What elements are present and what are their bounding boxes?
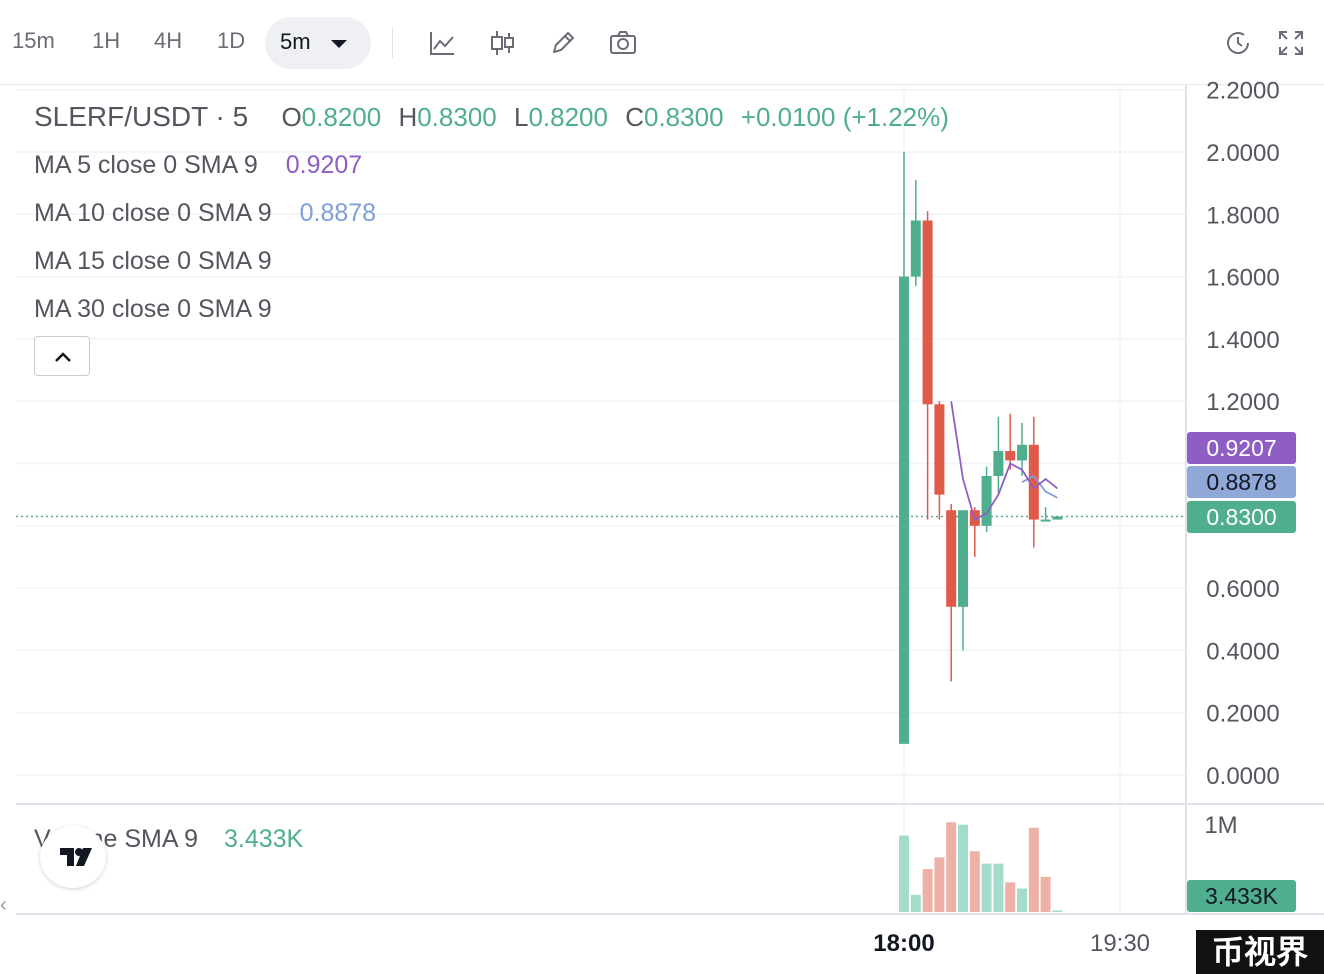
candlestick-series — [899, 152, 1063, 744]
ma10-value: 0.8878 — [299, 199, 377, 227]
volume-bar — [1017, 888, 1027, 912]
price-axis-label: 2.2000 — [1206, 78, 1279, 105]
timeframe-15m[interactable]: 15m — [12, 28, 55, 53]
price-axis-label: 0.4000 — [1206, 638, 1279, 665]
collapse-legend-button[interactable] — [34, 336, 90, 376]
candle-body — [934, 404, 945, 495]
price-axis-label: 0.6000 — [1206, 576, 1279, 603]
ma10-price-tag: 0.8878 — [1187, 466, 1296, 498]
volume-price-tag: 3.433K — [1187, 880, 1296, 912]
volume-bar — [946, 822, 957, 912]
price-axis-label: 0.0000 — [1206, 763, 1279, 790]
chevron-down-icon — [331, 40, 347, 48]
chart-axes: 2.2000 2.0000 1.8000 1.6000 1.4000 1.2000 0.60… — [16, 78, 1324, 957]
candle-body — [910, 220, 921, 277]
volume-bar — [969, 851, 980, 912]
moving-average-series — [950, 401, 1058, 521]
price-axis-label: 1.8000 — [1206, 202, 1279, 229]
change-value: +0.0100 (+1.22%) — [740, 102, 949, 132]
volume-bar — [1005, 882, 1016, 912]
ma30-label: MA 30 close 0 SMA 9 — [34, 295, 272, 323]
camera-icon[interactable] — [609, 29, 637, 57]
low-label: L — [513, 102, 529, 132]
ma15-label: MA 15 close 0 SMA 9 — [34, 247, 272, 275]
volume-bar — [1040, 876, 1051, 912]
candle-body — [993, 451, 1004, 476]
price-axis-label: 1.2000 — [1206, 389, 1279, 416]
ma5-price-tag: 0.9207 — [1187, 432, 1296, 464]
chart-toolbar: 15m 1H 4H 1D 5m — [0, 0, 1324, 85]
ma5-legend[interactable]: MA 5 close 0 SMA 9 0.9207 — [34, 151, 362, 180]
candle-body — [981, 475, 992, 526]
toolbar-divider — [392, 28, 393, 58]
candle-body — [899, 276, 909, 744]
timeframe-4h[interactable]: 4H — [154, 28, 183, 53]
volume-value: 3.433K — [223, 825, 304, 853]
volume-bar — [958, 824, 968, 912]
timeframe-dropdown[interactable]: 5m — [265, 17, 371, 69]
ohlc-legend: SLERF/USDT · 5 O0.8200 H0.8300 L0.8200 C… — [34, 101, 949, 133]
time-axis-label: 18:00 — [873, 930, 934, 957]
candle-body — [1005, 451, 1016, 461]
fullscreen-icon[interactable] — [1277, 29, 1305, 57]
price-axis-label: 0.2000 — [1206, 701, 1279, 728]
volume-bar — [1028, 827, 1039, 912]
volume-bar — [899, 835, 909, 912]
ma5-line — [950, 401, 1058, 521]
candle-body — [1040, 519, 1051, 522]
volume-bar — [1052, 910, 1063, 912]
timeframe-1h[interactable]: 1H — [92, 28, 121, 53]
volume-bar — [922, 869, 933, 912]
symbol-label: SLERF/USDT · 5 — [34, 101, 249, 132]
watermark-logo: 币视界 — [1196, 930, 1324, 974]
last-price-tag: 0.8300 — [1187, 501, 1296, 533]
volume-bar — [910, 894, 921, 912]
pencil-icon[interactable] — [549, 29, 577, 57]
time-axis-label: 19:30 — [1090, 930, 1150, 957]
close-value: 0.8300 — [644, 102, 724, 132]
chevron-up-icon — [55, 352, 71, 362]
open-label: O — [281, 102, 302, 132]
candle-body — [922, 220, 933, 405]
price-axis-label: 2.0000 — [1206, 140, 1279, 167]
timeframe-1d[interactable]: 1D — [217, 28, 246, 53]
timeframe-dropdown-label: 5m — [280, 29, 311, 54]
close-label: C — [625, 102, 644, 132]
high-value: 0.8300 — [417, 102, 497, 132]
open-value: 0.8200 — [301, 102, 382, 132]
line-chart-icon[interactable] — [428, 29, 456, 57]
volume-series — [899, 822, 1063, 912]
candle-body — [1052, 516, 1063, 520]
price-axis-label: 1.6000 — [1206, 265, 1279, 292]
ma5-label: MA 5 close 0 SMA 9 — [34, 151, 258, 179]
high-label: H — [398, 102, 418, 132]
ma30-legend[interactable]: MA 30 close 0 SMA 9 — [34, 295, 272, 324]
ma10-label: MA 10 close 0 SMA 9 — [34, 199, 272, 227]
volume-bar — [993, 863, 1004, 912]
volume-axis-label: 1M — [1204, 812, 1237, 839]
candle-body — [958, 510, 968, 607]
volume-bar — [981, 863, 992, 912]
volume-bar — [934, 857, 945, 912]
low-value: 0.8200 — [528, 102, 608, 132]
candles-icon[interactable] — [489, 29, 517, 57]
ma5-value: 0.9207 — [285, 151, 363, 179]
clock-icon[interactable] — [1224, 29, 1252, 57]
candle-body — [1028, 444, 1039, 520]
price-axis-label: 1.4000 — [1206, 327, 1279, 354]
candle-body — [946, 510, 957, 607]
scroll-left-icon[interactable]: ‹ — [0, 894, 7, 916]
tradingview-logo[interactable] — [40, 826, 106, 888]
chart-grid — [16, 84, 1186, 912]
ma15-legend[interactable]: MA 15 close 0 SMA 9 — [34, 247, 272, 276]
ma10-legend[interactable]: MA 10 close 0 SMA 9 0.8878 — [34, 199, 376, 228]
tradingview-logo-icon — [60, 848, 92, 866]
candle-body — [1017, 444, 1027, 461]
